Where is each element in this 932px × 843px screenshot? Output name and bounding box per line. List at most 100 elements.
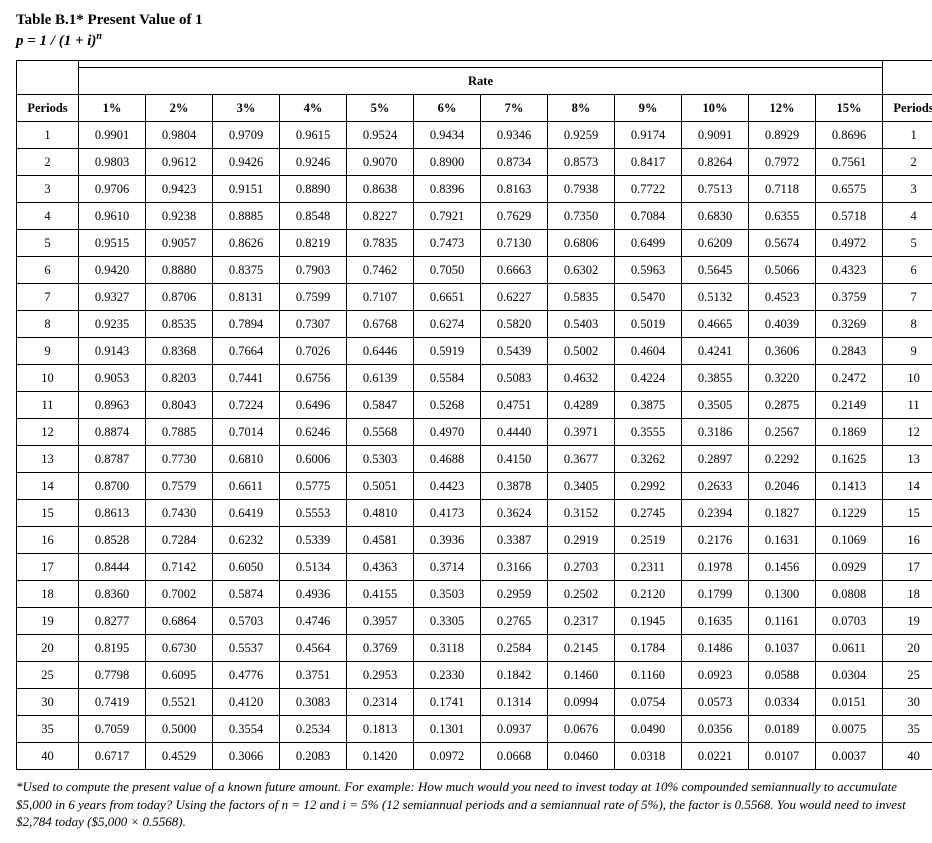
value-cell: 0.8700 <box>79 473 146 500</box>
value-cell: 0.4564 <box>280 635 347 662</box>
value-cell: 0.1813 <box>347 716 414 743</box>
period-cell-left: 7 <box>17 284 79 311</box>
table-row: 140.87000.75790.66110.57750.50510.44230.… <box>17 473 932 500</box>
value-cell: 0.5002 <box>548 338 615 365</box>
value-cell: 0.3957 <box>347 608 414 635</box>
value-cell: 0.3505 <box>682 392 749 419</box>
value-cell: 0.8626 <box>213 230 280 257</box>
rate-col-header: 5% <box>347 95 414 122</box>
value-cell: 0.1827 <box>749 500 816 527</box>
value-cell: 0.5718 <box>816 203 883 230</box>
value-cell: 0.9612 <box>146 149 213 176</box>
value-cell: 0.3936 <box>414 527 481 554</box>
value-cell: 0.8131 <box>213 284 280 311</box>
value-cell: 0.4241 <box>682 338 749 365</box>
value-cell: 0.1486 <box>682 635 749 662</box>
value-cell: 0.7059 <box>79 716 146 743</box>
value-cell: 0.3083 <box>280 689 347 716</box>
value-cell: 0.2959 <box>481 581 548 608</box>
value-cell: 0.4632 <box>548 365 615 392</box>
value-cell: 0.3262 <box>615 446 682 473</box>
formula-body: p = 1 / (1 + i) <box>16 33 96 49</box>
value-cell: 0.7473 <box>414 230 481 257</box>
value-cell: 0.5303 <box>347 446 414 473</box>
value-cell: 0.8900 <box>414 149 481 176</box>
value-cell: 0.3875 <box>615 392 682 419</box>
value-cell: 0.2176 <box>682 527 749 554</box>
value-cell: 0.3220 <box>749 365 816 392</box>
value-cell: 0.3971 <box>548 419 615 446</box>
value-cell: 0.1420 <box>347 743 414 770</box>
value-cell: 0.6139 <box>347 365 414 392</box>
value-cell: 0.6419 <box>213 500 280 527</box>
value-cell: 0.5000 <box>146 716 213 743</box>
value-cell: 0.0573 <box>682 689 749 716</box>
periods-header-left: Periods <box>17 95 79 122</box>
value-cell: 0.2843 <box>816 338 883 365</box>
value-cell: 0.5521 <box>146 689 213 716</box>
value-cell: 0.8548 <box>280 203 347 230</box>
value-cell: 0.6768 <box>347 311 414 338</box>
value-cell: 0.0490 <box>615 716 682 743</box>
value-cell: 0.1314 <box>481 689 548 716</box>
value-cell: 0.8929 <box>749 122 816 149</box>
value-cell: 0.9259 <box>548 122 615 149</box>
table-row: 150.86130.74300.64190.55530.48100.41730.… <box>17 500 932 527</box>
value-cell: 0.5584 <box>414 365 481 392</box>
value-cell: 0.4363 <box>347 554 414 581</box>
value-cell: 0.2919 <box>548 527 615 554</box>
value-cell: 0.2584 <box>481 635 548 662</box>
value-cell: 0.6095 <box>146 662 213 689</box>
value-cell: 0.0994 <box>548 689 615 716</box>
value-cell: 0.1978 <box>682 554 749 581</box>
value-cell: 0.2992 <box>615 473 682 500</box>
rate-col-header: 1% <box>79 95 146 122</box>
value-cell: 0.9246 <box>280 149 347 176</box>
value-cell: 0.4972 <box>816 230 883 257</box>
value-cell: 0.9174 <box>615 122 682 149</box>
value-cell: 0.7419 <box>79 689 146 716</box>
header-spacer-row <box>17 61 932 68</box>
value-cell: 0.0929 <box>816 554 883 581</box>
value-cell: 0.6830 <box>682 203 749 230</box>
value-cell: 0.1069 <box>816 527 883 554</box>
value-cell: 0.4604 <box>615 338 682 365</box>
value-cell: 0.7441 <box>213 365 280 392</box>
value-cell: 0.0923 <box>682 662 749 689</box>
value-cell: 0.3769 <box>347 635 414 662</box>
value-cell: 0.8227 <box>347 203 414 230</box>
value-cell: 0.1037 <box>749 635 816 662</box>
value-cell: 0.4289 <box>548 392 615 419</box>
value-cell: 0.7972 <box>749 149 816 176</box>
value-cell: 0.9143 <box>79 338 146 365</box>
value-cell: 0.8396 <box>414 176 481 203</box>
table-row: 300.74190.55210.41200.30830.23140.17410.… <box>17 689 932 716</box>
period-cell-right: 1 <box>883 122 932 149</box>
value-cell: 0.0808 <box>816 581 883 608</box>
value-cell: 0.1631 <box>749 527 816 554</box>
value-cell: 0.2502 <box>548 581 615 608</box>
value-cell: 0.9709 <box>213 122 280 149</box>
value-cell: 0.8375 <box>213 257 280 284</box>
value-cell: 0.4039 <box>749 311 816 338</box>
value-cell: 0.7084 <box>615 203 682 230</box>
table-row: 130.87870.77300.68100.60060.53030.46880.… <box>17 446 932 473</box>
value-cell: 0.5339 <box>280 527 347 554</box>
value-cell: 0.8264 <box>682 149 749 176</box>
period-cell-right: 40 <box>883 743 932 770</box>
value-cell: 0.9426 <box>213 149 280 176</box>
value-cell: 0.6302 <box>548 257 615 284</box>
value-cell: 0.7579 <box>146 473 213 500</box>
period-cell-left: 15 <box>17 500 79 527</box>
table-row: 400.67170.45290.30660.20830.14200.09720.… <box>17 743 932 770</box>
period-cell-right: 13 <box>883 446 932 473</box>
value-cell: 0.4120 <box>213 689 280 716</box>
value-cell: 0.3555 <box>615 419 682 446</box>
value-cell: 0.4224 <box>615 365 682 392</box>
value-cell: 0.6006 <box>280 446 347 473</box>
value-cell: 0.5051 <box>347 473 414 500</box>
value-cell: 0.3152 <box>548 500 615 527</box>
period-cell-left: 19 <box>17 608 79 635</box>
value-cell: 0.2765 <box>481 608 548 635</box>
value-cell: 0.1625 <box>816 446 883 473</box>
